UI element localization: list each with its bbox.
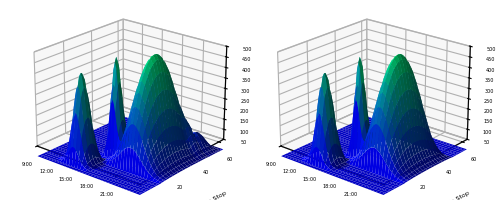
Y-axis label: Bus Stop: Bus Stop	[200, 189, 228, 200]
Y-axis label: Bus Stop: Bus Stop	[444, 189, 471, 200]
